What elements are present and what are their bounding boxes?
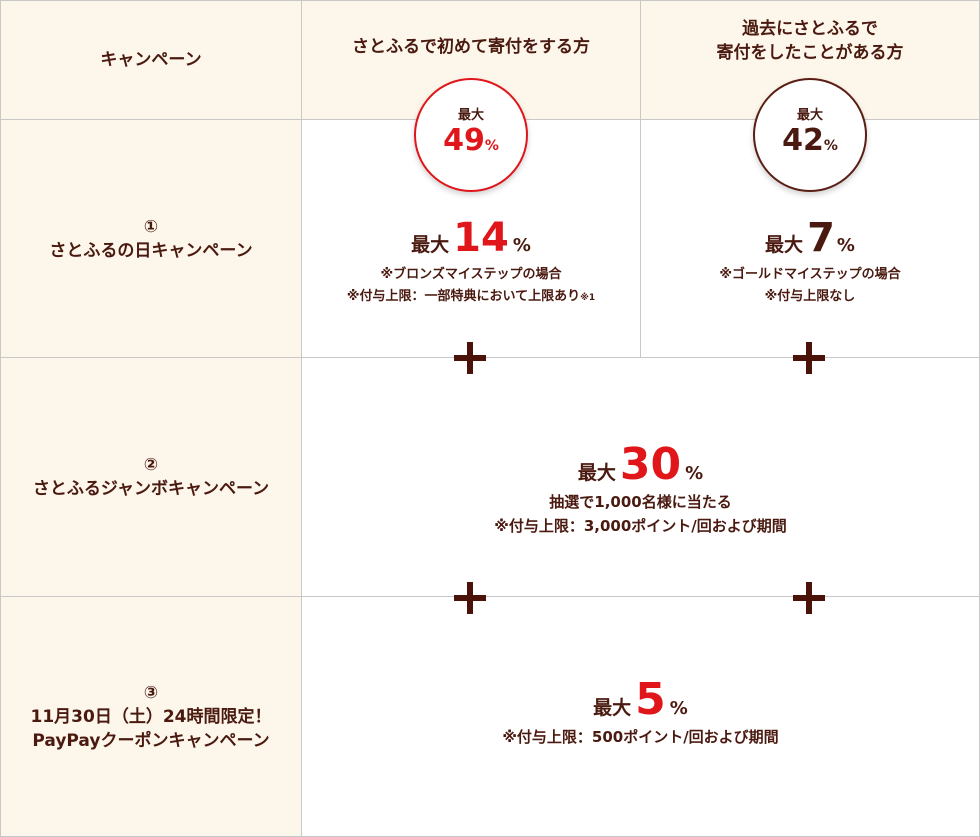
row1-first-time-value: 14 (453, 215, 509, 261)
row2-prefix: 最大 (577, 462, 616, 484)
row1-first-time-cell: 最大 14 % ※ブロンズマイステップの場合 ※付与上限：一部特典において上限あ… (302, 120, 641, 358)
row1-first-time-rate: 最大 14 % (302, 216, 640, 260)
row3-note1: ※付与上限：500ポイント/回および期間 (502, 728, 779, 746)
row1-first-time-content: 最大 14 % ※ブロンズマイステップの場合 ※付与上限：一部特典において上限あ… (302, 216, 640, 309)
header-first-time-label: さとふるで初めて寄付をする方 (352, 37, 590, 57)
row2-label: さとふるジャンボキャンペーン (32, 479, 270, 499)
row2-note1: 抽選で1,000名様に当たる (549, 493, 732, 511)
row1-label-cell: ① さとふるの日キャンペーン (0, 120, 302, 358)
row1-first-time-note2-text: ※付与上限：一部特典において上限あり (346, 289, 581, 304)
row3-unit: % (669, 698, 688, 719)
first-time-badge-value-line: 49% (443, 122, 499, 163)
row2-content: 最大 30 % 抽選で1,000名様に当たる ※付与上限：3,000ポイント/回… (302, 442, 979, 538)
header-returning-label: 過去にさとふるで 寄付をしたことがある方 (641, 17, 979, 65)
row1-returning-prefix: 最大 (765, 234, 804, 256)
header-returning-cell: 過去にさとふるで 寄付をしたことがある方 (641, 0, 980, 120)
row1-first-time-note1: ※ブロンズマイステップの場合 (380, 267, 562, 282)
row2-unit: % (685, 463, 704, 484)
first-time-badge-prefix: 最大 (457, 107, 484, 123)
plus-icon (452, 340, 488, 376)
returning-max-badge: 最大 42% (753, 78, 867, 192)
first-time-badge-value: 49 (443, 122, 485, 158)
row2-value: 30 (619, 439, 682, 490)
returning-badge-prefix: 最大 (796, 107, 823, 123)
returning-badge-value: 42 (782, 122, 824, 158)
row3-content: 最大 5 % ※付与上限：500ポイント/回および期間 (302, 677, 979, 749)
header-returning-line2: 寄付をしたことがある方 (716, 43, 904, 63)
row2-number: ② (143, 455, 159, 475)
row3-label-cell: ③ 11月30日（土）24時間限定！ PayPayクーポンキャンペーン (0, 597, 302, 837)
row1-first-time-prefix: 最大 (411, 234, 450, 256)
row2-note2: ※付与上限：3,000ポイント/回および期間 (494, 517, 787, 535)
returning-badge-unit: % (823, 137, 838, 154)
row1-returning-cell: 最大 7 % ※ゴールドマイステップの場合 ※付与上限なし (641, 120, 980, 358)
row2-rate: 最大 30 % (302, 442, 979, 488)
plus-icon (452, 580, 488, 616)
row3-content-cell: 最大 5 % ※付与上限：500ポイント/回および期間 (302, 597, 980, 837)
first-time-max-badge: 最大 49% (414, 78, 528, 192)
row1-returning-value: 7 (807, 215, 835, 261)
row1-number: ① (143, 216, 159, 237)
row1-returning-note2: ※付与上限なし (764, 289, 856, 304)
row3-number: ③ (143, 682, 159, 703)
row2-content-cell: 最大 30 % 抽選で1,000名様に当たる ※付与上限：3,000ポイント/回… (302, 358, 980, 597)
row1-returning-content: 最大 7 % ※ゴールドマイステップの場合 ※付与上限なし (641, 216, 979, 308)
header-returning-line1: 過去にさとふるで (742, 19, 878, 39)
row3-value: 5 (635, 674, 666, 725)
plus-icon (791, 340, 827, 376)
row3-label-line1: 11月30日（土）24時間限定！ (30, 706, 272, 727)
row3-label-line2: PayPayクーポンキャンペーン (32, 730, 270, 751)
row1-returning-unit: % (836, 235, 855, 256)
row1-first-time-note2-sup: ※1 (580, 293, 596, 303)
header-campaign-label: キャンペーン (100, 50, 202, 70)
row3-rate: 最大 5 % (302, 677, 979, 723)
plus-icon (791, 580, 827, 616)
row1-returning-rate: 最大 7 % (641, 216, 979, 260)
row1-returning-note1: ※ゴールドマイステップの場合 (719, 267, 901, 282)
first-time-badge-unit: % (484, 137, 499, 154)
row1-first-time-unit: % (512, 235, 531, 256)
returning-badge-value-line: 42% (782, 122, 838, 163)
row1-label: さとふるの日キャンペーン (49, 240, 253, 261)
row1-first-time-note2: ※付与上限：一部特典において上限あり※1 (302, 286, 640, 309)
header-campaign-cell: キャンペーン (0, 0, 302, 120)
row3-prefix: 最大 (593, 697, 632, 719)
row2-label-cell: ② さとふるジャンボキャンペーン (0, 358, 302, 597)
